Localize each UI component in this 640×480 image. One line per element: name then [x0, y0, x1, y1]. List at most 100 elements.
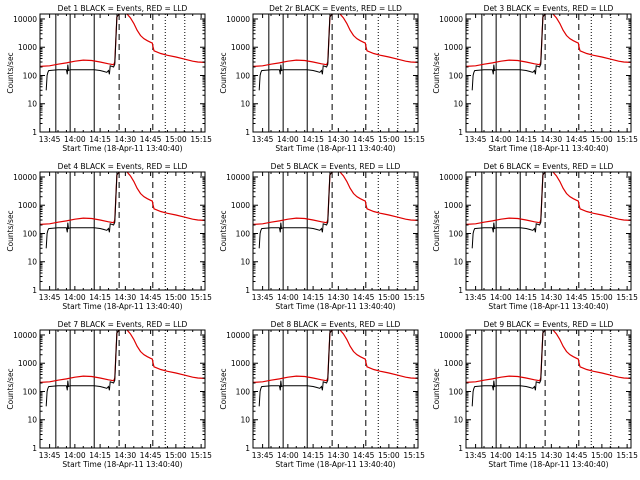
series-line-lld: [40, 172, 205, 225]
panel-title: Det 7 BLACK = Events, RED = LLD: [58, 320, 188, 329]
x-tick-label: 14:15: [89, 135, 111, 144]
y-tick-label: 10: [27, 100, 37, 109]
x-tick-label: 14:15: [89, 293, 111, 302]
panel-det-8: 1 10 100 1000 10000 13:45 14:00 14:15 14:30 14:45…: [219, 320, 425, 469]
panel-title: Det 1 BLACK = Events, RED = LLD: [58, 4, 188, 13]
x-tick-label: 15:00: [165, 293, 187, 302]
y-axis-label: Counts/sec: [432, 368, 441, 409]
panel-det-4: 1 10 100 1000 10000 13:45 14:00 14:15 14:30 14:45…: [6, 162, 212, 311]
y-tick-label: 1000: [231, 43, 250, 52]
x-tick-label: 14:00: [277, 135, 299, 144]
y-tick-label: 1: [32, 286, 37, 295]
panel-title: Det 9 BLACK = Events, RED = LLD: [484, 320, 614, 329]
y-tick-label: 1000: [444, 359, 463, 368]
y-axis-label: Counts/sec: [6, 210, 15, 251]
plot-frame: [252, 13, 419, 133]
y-tick-label: 10: [453, 100, 463, 109]
plot-area: [40, 172, 205, 290]
y-tick-label: 10: [27, 258, 37, 267]
panel-det-6: 1 10 100 1000 10000 13:45 14:00 14:15 14:30 14:45…: [432, 162, 638, 311]
x-tick-label: 14:45: [140, 293, 162, 302]
x-tick-label: 14:00: [490, 451, 512, 460]
panel-det-1: 1 10 100 1000 10000 13:45 14:00 14:15 14:30 14:45…: [6, 4, 212, 153]
y-tick-label: 1: [458, 444, 463, 453]
x-tick-label: 13:45: [465, 135, 487, 144]
y-axis-label: Counts/sec: [432, 210, 441, 251]
x-tick-label: 14:00: [64, 451, 86, 460]
y-tick-label: 1: [458, 128, 463, 137]
x-tick-label: 14:45: [353, 135, 375, 144]
x-tick-label: 14:15: [89, 451, 111, 460]
y-tick-label: 1: [245, 128, 250, 137]
x-tick-label: 14:30: [541, 293, 563, 302]
x-tick-label: 14:15: [302, 135, 324, 144]
y-tick-label: 100: [449, 387, 464, 396]
y-tick-label: 1000: [231, 201, 250, 210]
plot-area: [40, 330, 205, 448]
y-tick-label: 1: [32, 444, 37, 453]
x-tick-label: 15:15: [403, 451, 425, 460]
y-axis-label: Counts/sec: [6, 368, 15, 409]
series-line-lld: [466, 330, 631, 383]
plot-frame: [39, 329, 206, 449]
series-line-events: [45, 172, 121, 249]
x-tick-label: 15:15: [403, 293, 425, 302]
plot-area: [466, 330, 631, 448]
series-line-lld: [40, 14, 205, 67]
y-tick-label: 10: [240, 258, 250, 267]
series-line-lld: [466, 172, 631, 225]
x-tick-label: 15:00: [591, 451, 613, 460]
x-tick-label: 14:45: [140, 135, 162, 144]
series-line-events: [471, 172, 547, 249]
x-tick-label: 14:15: [515, 135, 537, 144]
x-tick-label: 15:00: [378, 451, 400, 460]
plot-area: [253, 330, 418, 448]
y-tick-label: 10000: [226, 173, 250, 182]
x-tick-label: 14:30: [541, 135, 563, 144]
series-line-lld: [253, 330, 418, 383]
series-line-events: [471, 14, 547, 91]
x-tick-label: 15:00: [591, 293, 613, 302]
x-tick-label: 14:15: [302, 293, 324, 302]
y-tick-label: 100: [23, 71, 38, 80]
y-tick-label: 1000: [444, 43, 463, 52]
panel-det-2r: 1 10 100 1000 10000 13:45 14:00 14:15 14:30 14:45…: [219, 4, 425, 153]
panel-title: Det 3 BLACK = Events, RED = LLD: [484, 4, 614, 13]
y-tick-label: 1000: [231, 359, 250, 368]
series-line-events: [45, 14, 121, 91]
x-tick-label: 15:15: [616, 293, 638, 302]
y-tick-label: 100: [23, 387, 38, 396]
x-tick-label: 13:45: [39, 293, 61, 302]
x-axis-label: Start Time (18-Apr-11 13:40:40): [488, 144, 608, 153]
x-tick-label: 14:45: [566, 135, 588, 144]
series-line-events: [45, 330, 121, 407]
x-tick-label: 14:00: [490, 293, 512, 302]
x-tick-label: 14:00: [277, 451, 299, 460]
y-tick-label: 100: [449, 229, 464, 238]
plot-area: [466, 14, 631, 132]
x-tick-label: 14:15: [302, 451, 324, 460]
y-tick-label: 10: [453, 258, 463, 267]
series-line-lld: [40, 330, 205, 383]
x-tick-label: 14:30: [115, 451, 137, 460]
y-tick-label: 1000: [18, 201, 37, 210]
y-tick-label: 10000: [226, 331, 250, 340]
y-axis-label: Counts/sec: [219, 52, 228, 93]
x-tick-label: 15:15: [190, 451, 212, 460]
x-tick-label: 14:15: [515, 293, 537, 302]
x-tick-label: 14:45: [353, 293, 375, 302]
x-tick-label: 15:15: [190, 293, 212, 302]
x-axis-label: Start Time (18-Apr-11 13:40:40): [62, 144, 182, 153]
plot-area: [466, 172, 631, 290]
x-tick-label: 13:45: [465, 293, 487, 302]
series-line-lld: [253, 14, 418, 67]
y-tick-label: 1: [245, 286, 250, 295]
x-tick-label: 14:30: [115, 293, 137, 302]
x-tick-label: 14:45: [566, 451, 588, 460]
y-tick-label: 10000: [13, 173, 37, 182]
y-tick-label: 10000: [439, 15, 463, 24]
y-tick-label: 10: [453, 416, 463, 425]
series-line-events: [471, 330, 547, 407]
plot-area: [40, 14, 205, 132]
